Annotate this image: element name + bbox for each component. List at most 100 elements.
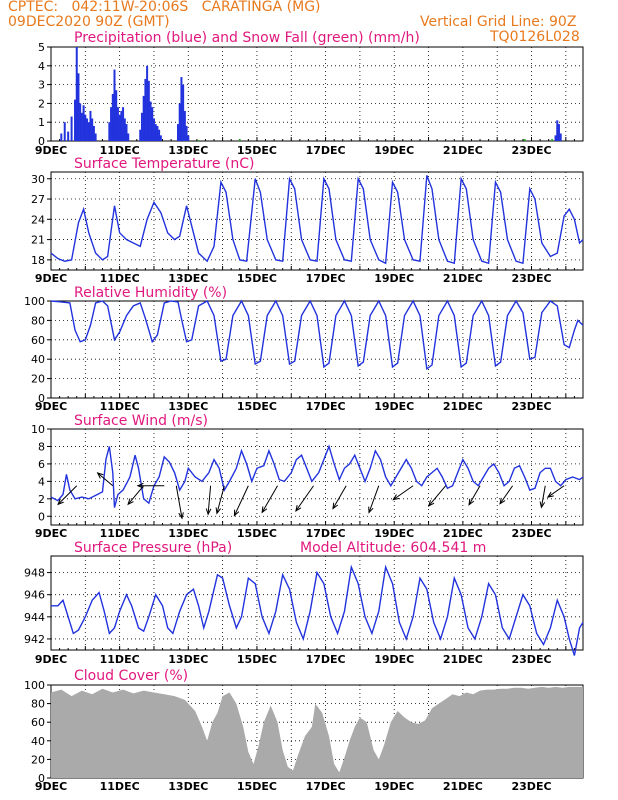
precip-bar [147, 80, 150, 141]
wind-arrow [392, 485, 414, 501]
precip-bar [183, 110, 186, 141]
precip-bar [139, 129, 142, 141]
x-tick-label: 11DEC [100, 400, 140, 413]
x-tick-label: 23DEC [512, 400, 552, 413]
x-tick-label: 17DEC [306, 400, 346, 413]
precip-bar [122, 107, 125, 141]
chart-rh: 0 20 40 60 80 100 9DEC 11DEC 13DEC 15DEC 17DEC 19DE… [24, 285, 584, 413]
wind-arrow [295, 485, 314, 512]
wind-arrow [175, 485, 183, 519]
y-tick-label: 944 [24, 611, 45, 624]
x-tick-label: 11DEC [100, 527, 140, 540]
precip-bar [63, 122, 66, 141]
precip-bar [111, 94, 114, 141]
x-tick-label: 17DEC [306, 272, 346, 285]
precip-bar [144, 78, 147, 141]
x-tick-label: 19DEC [374, 144, 414, 157]
wind-arrow-head [295, 504, 302, 513]
wind-arrow-head [392, 494, 400, 501]
wind-arrow [332, 485, 347, 509]
x-tick-label: 11DEC [100, 653, 140, 666]
y-tick-label: 100 [24, 295, 45, 308]
y-tick-label: 60 [31, 716, 45, 729]
precip-bar [92, 125, 95, 141]
wind-arrow-head [233, 509, 240, 517]
chart-cloud: 0 20 40 60 80 100 9DEC 11DEC 13DEC 15DEC 17DEC 19DE… [24, 668, 584, 793]
precip-bar [116, 107, 119, 141]
y-tick-label: 4 [38, 60, 45, 73]
series-line [50, 175, 584, 265]
precip-bar [94, 133, 97, 141]
precip-bar [187, 135, 190, 141]
x-tick-label: 21DEC [443, 780, 483, 793]
precip-bar [159, 135, 162, 141]
x-tick-label: 17DEC [306, 653, 346, 666]
precip-bar [84, 114, 87, 141]
header-station: CPTEC: 042:11W-20:06S CARATINGA (MG) [8, 0, 321, 15]
wind-arrow-head [427, 500, 435, 507]
precip-bar [87, 122, 90, 141]
wind-arrow-head [468, 498, 475, 506]
precip-bar [113, 69, 116, 141]
x-tick-label: 21DEC [443, 272, 483, 285]
wind-arrow [207, 485, 212, 515]
precip-bar [197, 140, 200, 141]
y-tick-label: 4 [38, 475, 45, 488]
x-tick-label: 13DEC [168, 527, 208, 540]
y-tick-label: 18 [31, 254, 45, 267]
series-line [50, 444, 584, 508]
x-tick-label: 23DEC [512, 780, 552, 793]
precip-bar [523, 139, 526, 141]
y-tick-label: 27 [31, 193, 45, 206]
precip-bar [182, 84, 185, 141]
precip-bar [554, 135, 557, 141]
wind-arrow-head [546, 491, 554, 498]
y-tick-label: 0 [38, 510, 45, 523]
y-tick-label: 80 [31, 314, 45, 327]
header-run-time: 09DEC2020 90Z (GMT) [8, 14, 170, 30]
x-tick-label: 13DEC [168, 144, 208, 157]
wind-arrow [127, 485, 145, 505]
wind-arrow [368, 485, 380, 513]
precip-bar [176, 124, 179, 141]
x-tick-label: 11DEC [100, 144, 140, 157]
x-tick-label: 13DEC [168, 400, 208, 413]
header-grid-note: Vertical Grid Line: 90Z [420, 14, 577, 30]
x-tick-label: 23DEC [512, 272, 552, 285]
precip-bar [146, 65, 149, 141]
precip-bar [67, 131, 70, 141]
wind-arrow [233, 485, 249, 516]
x-tick-label: 17DEC [306, 144, 346, 157]
chart-title: Relative Humidity (%) [74, 285, 227, 301]
plot-frame [50, 46, 584, 142]
chart-press: 942 944 946 948 9DEC 11DEC 13DEC 15DEC 17DEC 19DE… [24, 540, 584, 666]
precip-bar [125, 124, 128, 141]
precip-bar [74, 99, 77, 141]
wind-arrow [547, 485, 565, 498]
header-model: TQ0126L028 [490, 29, 580, 45]
series-line [51, 564, 584, 656]
chart-title: Surface Pressure (hPa) [74, 540, 232, 556]
precip-bar [154, 124, 157, 141]
y-tick-label: 948 [24, 567, 45, 580]
precip-bar [140, 112, 143, 141]
x-tick-label: 9DEC [35, 527, 67, 540]
precip-bar [75, 47, 78, 141]
precip-bar [70, 116, 73, 141]
precip-bar [110, 107, 113, 141]
precip-bar [158, 129, 161, 141]
wind-arrow-head [96, 472, 104, 479]
x-tick-label: 17DEC [306, 780, 346, 793]
chart-precip: 0 1 2 3 4 5 9DEC 11DEC 13DEC 15DEC 17DEC 19DEC 21DEC… [35, 30, 584, 157]
wind-arrow-head [178, 512, 184, 520]
x-tick-label: 9DEC [35, 780, 67, 793]
chart-title: Surface Wind (m/s) [74, 413, 208, 429]
x-tick-label: 9DEC [35, 272, 67, 285]
precip-bar [127, 133, 130, 141]
y-tick-label: 40 [31, 735, 45, 748]
wind-arrow-head [215, 507, 222, 515]
chart-subtitle: Model Altitude: 604.541 m [300, 540, 486, 556]
wind-arrow-head [127, 498, 134, 506]
x-tick-label: 9DEC [35, 144, 67, 157]
